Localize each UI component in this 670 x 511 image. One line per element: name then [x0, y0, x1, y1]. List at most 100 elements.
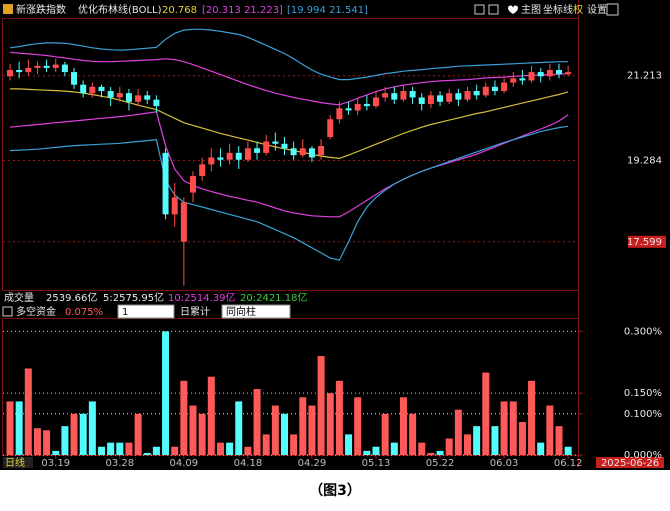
- boll-line: [9, 125, 569, 261]
- candle-body: [263, 141, 270, 153]
- candle-body: [135, 95, 142, 102]
- tick-box: [628, 235, 666, 248]
- bar: [399, 397, 407, 455]
- bar: [180, 380, 188, 455]
- bar: [518, 422, 526, 455]
- bar: [372, 446, 380, 455]
- bar: [107, 442, 115, 455]
- select-value[interactable]: 同向柱: [226, 305, 256, 318]
- volume-ma20: 20:2421.18亿: [240, 291, 307, 304]
- bar: [427, 452, 435, 455]
- bar: [15, 401, 23, 455]
- bar: [281, 413, 288, 455]
- select-box[interactable]: [221, 304, 291, 319]
- bar: [271, 405, 279, 455]
- x-tick-label: 04.29: [298, 458, 327, 469]
- bar: [98, 446, 105, 455]
- bar: [418, 442, 426, 455]
- candle-body: [409, 91, 416, 98]
- zoom-in[interactable]: [474, 4, 485, 15]
- y-tick-label: 0.100%: [624, 409, 662, 420]
- bar: [335, 380, 343, 455]
- boll-line: [9, 51, 569, 106]
- zoom-out[interactable]: [488, 4, 499, 15]
- candle-body: [501, 82, 508, 92]
- bar: [528, 380, 536, 455]
- toolbar-main[interactable]: 主图: [521, 4, 541, 16]
- candle-body: [473, 91, 480, 96]
- candle-body: [171, 197, 178, 215]
- candle-body: [153, 99, 160, 107]
- select-value[interactable]: 1: [122, 307, 128, 318]
- candle-body: [290, 148, 297, 156]
- candle-body: [318, 146, 325, 156]
- bar: [134, 413, 142, 455]
- candle-body: [7, 69, 13, 77]
- candle-body: [281, 143, 288, 149]
- candle-body: [80, 84, 87, 94]
- x-tick-label: 03.28: [105, 458, 134, 469]
- period[interactable]: 日线: [5, 456, 25, 469]
- candle-body: [61, 64, 68, 73]
- toolbar-settings[interactable]: 设置: [587, 4, 607, 16]
- bar: [491, 426, 499, 455]
- y-tick-label: 0.150%: [624, 388, 662, 399]
- help-icon[interactable]: [2, 306, 13, 317]
- candle-body: [16, 69, 23, 73]
- candle-body: [226, 152, 233, 160]
- candle-body: [162, 152, 169, 215]
- bar: [61, 426, 69, 455]
- x-tick-label: 05.22: [426, 458, 455, 469]
- candle-body: [363, 103, 370, 107]
- bar: [43, 430, 51, 455]
- candle-body: [125, 93, 132, 102]
- bar: [546, 405, 554, 455]
- period-box[interactable]: [3, 457, 33, 468]
- candle-body: [308, 148, 315, 158]
- x-tick-label: 04.09: [170, 458, 199, 469]
- bar: [436, 450, 444, 455]
- date-box-label: 2025-06-26: [601, 458, 659, 469]
- candle-body: [482, 86, 489, 96]
- index-icon: [3, 4, 13, 14]
- bar: [345, 434, 353, 455]
- select-box[interactable]: [117, 304, 175, 319]
- x-tick-label: 04.18: [234, 458, 263, 469]
- boll-line: [10, 88, 569, 160]
- bar: [299, 397, 307, 455]
- bar: [52, 450, 60, 455]
- candle-body: [217, 157, 224, 160]
- mode-label: 日累计: [180, 305, 210, 318]
- bar: [143, 452, 151, 455]
- toolbar-coord[interactable]: 坐标线: [543, 3, 573, 16]
- candle-body: [391, 93, 398, 100]
- bar: [125, 442, 133, 455]
- candle-body: [373, 97, 379, 107]
- bar: [500, 401, 508, 455]
- x-tick-label: 05.13: [362, 458, 391, 469]
- candle-body: [336, 108, 343, 120]
- indicator-outer: [19.994 21.541]: [287, 5, 368, 16]
- volume-ma10: 10:2514.39亿: [168, 291, 235, 304]
- candle-body: [98, 86, 105, 92]
- bar: [244, 446, 252, 455]
- collapse[interactable]: [606, 3, 619, 16]
- candle-body: [116, 93, 123, 98]
- candle-body: [437, 95, 444, 102]
- candle-body: [43, 65, 50, 68]
- bar: [88, 401, 96, 455]
- bar: [24, 368, 32, 455]
- toolbar-right[interactable]: 权: [573, 3, 583, 16]
- favorite[interactable]: [508, 5, 518, 15]
- indicator-mid: 20.768: [162, 5, 197, 16]
- y-tick-label: 21.213: [627, 71, 662, 82]
- candle-body: [299, 148, 306, 156]
- bar: [262, 434, 270, 455]
- bar: [290, 434, 298, 455]
- candle-body: [89, 86, 96, 94]
- y-tick-label: 19.284: [627, 155, 662, 166]
- bar: [152, 446, 160, 455]
- bar: [116, 442, 124, 455]
- candle-body: [71, 72, 78, 85]
